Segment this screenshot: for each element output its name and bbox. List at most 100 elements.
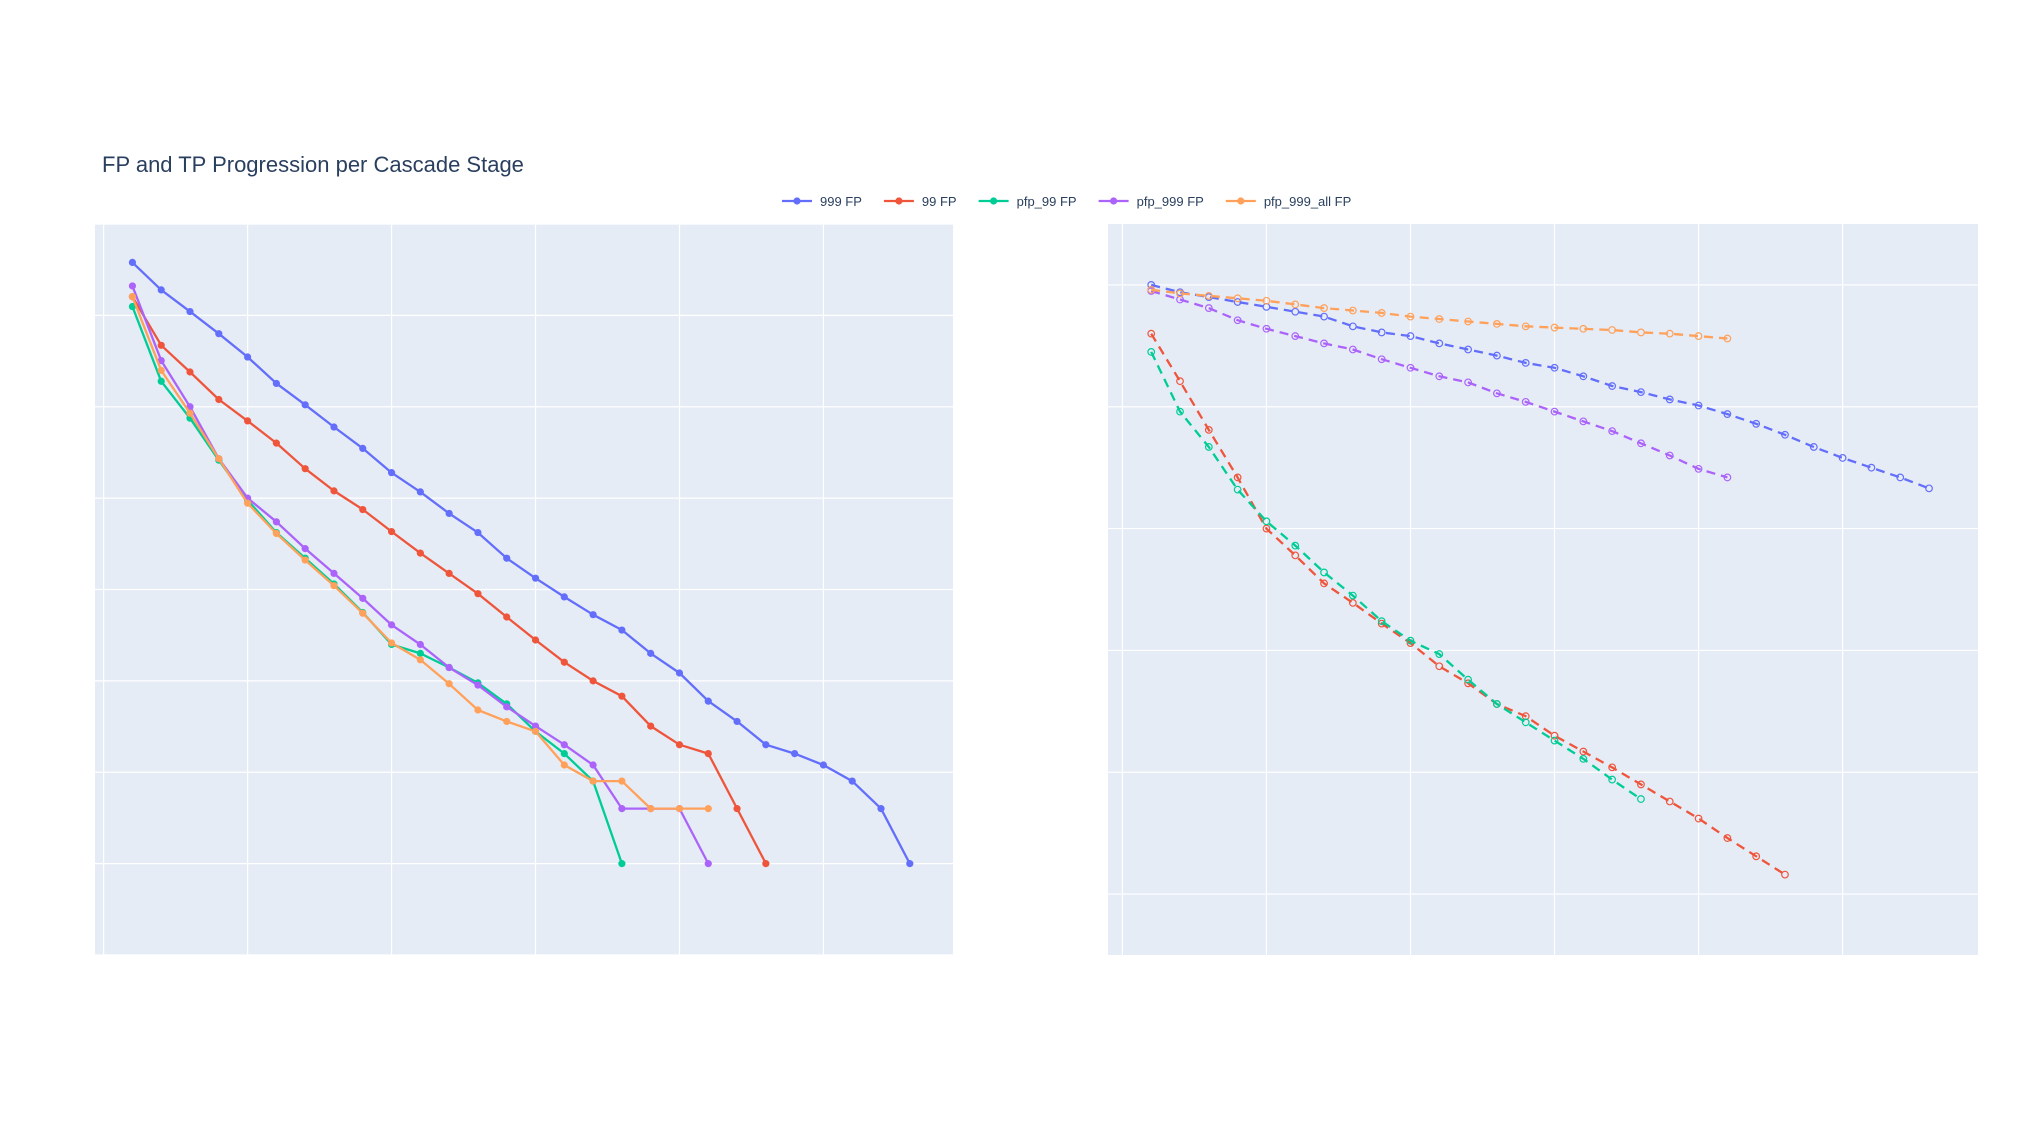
legend-item-pfp-99-fp: pfp_99 FP (978, 194, 1077, 209)
data-point (416, 640, 424, 649)
legend-marker (793, 197, 801, 205)
data-point (1262, 517, 1271, 526)
data-point (1550, 407, 1559, 416)
data-point (1406, 332, 1415, 340)
data-point (1550, 736, 1559, 745)
data-point (157, 286, 165, 294)
data-point (1493, 320, 1501, 328)
data-point (157, 356, 165, 365)
data-point (1637, 780, 1645, 789)
data-point (1608, 763, 1617, 772)
data-point (1435, 315, 1444, 323)
data-point (704, 805, 712, 813)
tp-per-stage-chart (1108, 224, 1978, 955)
data-point (647, 722, 655, 730)
data-point (301, 556, 309, 564)
data-point (503, 703, 511, 711)
data-point (1579, 324, 1588, 333)
data-point (704, 697, 712, 705)
data-point (243, 417, 252, 425)
data-point (272, 518, 280, 526)
data-point (1464, 378, 1472, 387)
data-point (416, 649, 424, 657)
data-point (243, 353, 252, 361)
data-point (1608, 427, 1617, 436)
data-point (819, 761, 828, 769)
data-point (1579, 754, 1588, 763)
data-point (1348, 591, 1357, 600)
data-point (1348, 322, 1357, 331)
legend: 999 FP 99 FP pfp_99 FP pfp_999 FP pfp_999_al… (782, 194, 1351, 209)
data-point (157, 366, 165, 374)
data-point (733, 805, 741, 813)
legend-marker (895, 197, 903, 205)
data-point (1348, 345, 1357, 354)
data-point (243, 499, 252, 507)
data-point (877, 805, 885, 813)
data-point (1637, 795, 1645, 803)
series-line-series-4 (1150, 289, 1728, 479)
data-point (1320, 579, 1328, 588)
data-point (387, 639, 396, 647)
data-point (186, 307, 194, 316)
data-point (186, 409, 194, 417)
data-point (762, 741, 770, 749)
data-point (330, 487, 338, 495)
data-point (1723, 334, 1732, 343)
data-point (1665, 451, 1674, 460)
data-point (1377, 617, 1386, 626)
data-point (474, 681, 482, 689)
data-point (1752, 419, 1761, 428)
data-point (675, 805, 684, 813)
data-point (1435, 650, 1444, 658)
data-point (1233, 294, 1242, 303)
data-point (1665, 797, 1674, 806)
data-point (1204, 425, 1213, 434)
data-point (1694, 401, 1703, 410)
data-point (445, 663, 453, 672)
data-point (1291, 551, 1300, 560)
data-point (1377, 309, 1386, 317)
legend-label: pfp_999_all FP (1264, 194, 1351, 209)
data-point (589, 761, 597, 769)
data-point (1147, 348, 1156, 356)
figure-title: FP and TP Progression per Cascade Stage (102, 152, 524, 177)
data-point (762, 860, 770, 868)
data-point (1521, 718, 1530, 727)
data-point (215, 395, 223, 404)
data-point (1521, 322, 1530, 331)
series-series-5 (1147, 285, 1732, 343)
data-point (1233, 473, 1242, 482)
data-point (589, 611, 597, 619)
data-point (531, 722, 540, 730)
data-point (1435, 662, 1444, 671)
legend-marker (1110, 197, 1118, 205)
data-point (1493, 700, 1501, 708)
series-99-fp (128, 293, 770, 868)
data-point (330, 582, 338, 590)
data-point (560, 761, 568, 769)
data-point (272, 439, 280, 447)
data-point (215, 455, 223, 463)
data-point (704, 749, 712, 758)
data-point (128, 293, 137, 301)
data-point (1694, 464, 1703, 473)
data-point (1233, 298, 1242, 306)
data-point (1896, 473, 1905, 482)
data-point (416, 549, 424, 557)
data-point (1637, 439, 1645, 448)
legend-label: 999 FP (820, 194, 862, 209)
data-point (1262, 324, 1271, 333)
series-line-999-fp (131, 261, 911, 865)
data-point (1723, 410, 1732, 418)
data-point (1406, 636, 1415, 645)
data-point (618, 805, 626, 813)
data-point (1493, 351, 1501, 360)
data-point (560, 741, 568, 749)
legend-label: pfp_999 FP (1137, 194, 1204, 209)
series-line-series-3 (1150, 351, 1642, 801)
data-point (416, 488, 424, 496)
data-point (1377, 328, 1386, 337)
data-point (1781, 430, 1789, 439)
data-point (1781, 870, 1789, 879)
